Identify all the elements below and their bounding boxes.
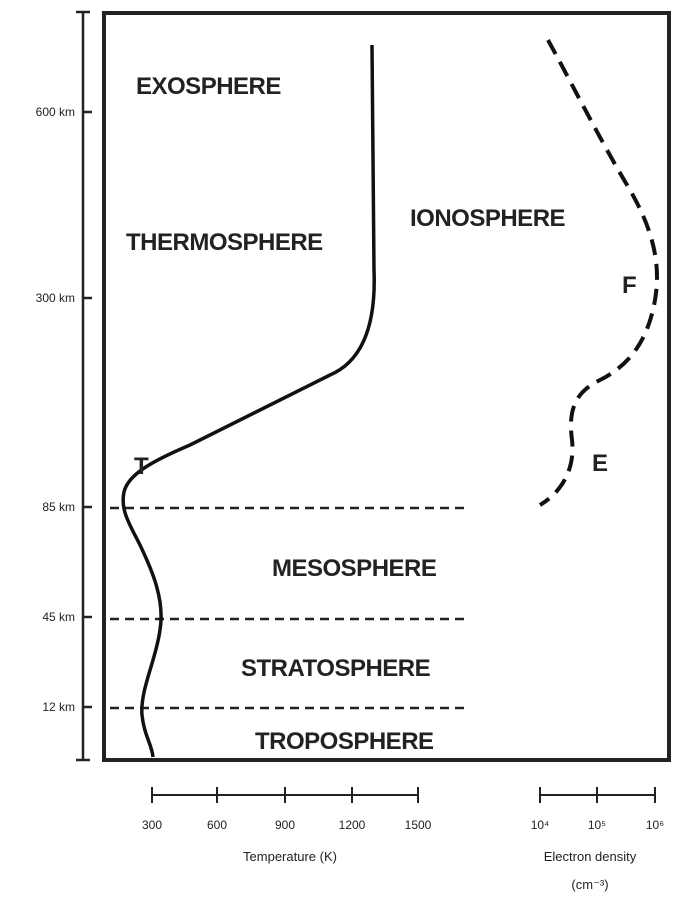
altitude-labels: 600 km 300 km 85 km 45 km 12 km <box>36 105 75 714</box>
tick-label: 900 <box>275 818 295 832</box>
layer-label: EXOSPHERE <box>136 73 281 100</box>
temperature-curve <box>121 44 376 758</box>
tick-label: 1200 <box>339 818 366 832</box>
altitude-axis <box>76 10 92 762</box>
axis-label: Electron density <box>544 849 637 864</box>
frame <box>102 11 671 762</box>
tick-label: 300 <box>142 818 162 832</box>
density-axis <box>539 787 656 803</box>
axis-unit: (cm⁻³) <box>571 877 608 892</box>
altitude-label: 45 km <box>42 610 75 624</box>
marker-label: F <box>622 272 636 299</box>
density-ticks: 10⁴ 10⁵ 10⁶ <box>531 818 664 832</box>
tick-label: 10⁵ <box>588 818 606 832</box>
temperature-axis <box>151 787 419 803</box>
layer-labels: EXOSPHERE THERMOSPHERE IONOSPHERE MESOSP… <box>126 73 637 755</box>
axis-label: Temperature (K) <box>243 849 337 864</box>
altitude-label: 300 km <box>36 291 75 305</box>
tick-label: 10⁴ <box>531 818 550 832</box>
tick-label: 10⁶ <box>646 818 664 832</box>
tick-label: 1500 <box>405 818 432 832</box>
altitude-label: 600 km <box>36 105 75 119</box>
marker-label: E <box>592 450 608 477</box>
layer-label: STRATOSPHERE <box>241 655 431 682</box>
layer-label: IONOSPHERE <box>410 205 566 232</box>
layer-label: MESOSPHERE <box>272 555 437 582</box>
altitude-label: 85 km <box>42 500 75 514</box>
electron-density-curve <box>538 39 659 507</box>
tick-label: 600 <box>207 818 227 832</box>
altitude-label: 12 km <box>42 700 75 714</box>
marker-label: T <box>134 453 149 480</box>
layer-label: TROPOSPHERE <box>255 728 434 755</box>
layer-label: THERMOSPHERE <box>126 229 323 256</box>
temperature-ticks: 300 600 900 1200 1500 <box>142 818 432 832</box>
